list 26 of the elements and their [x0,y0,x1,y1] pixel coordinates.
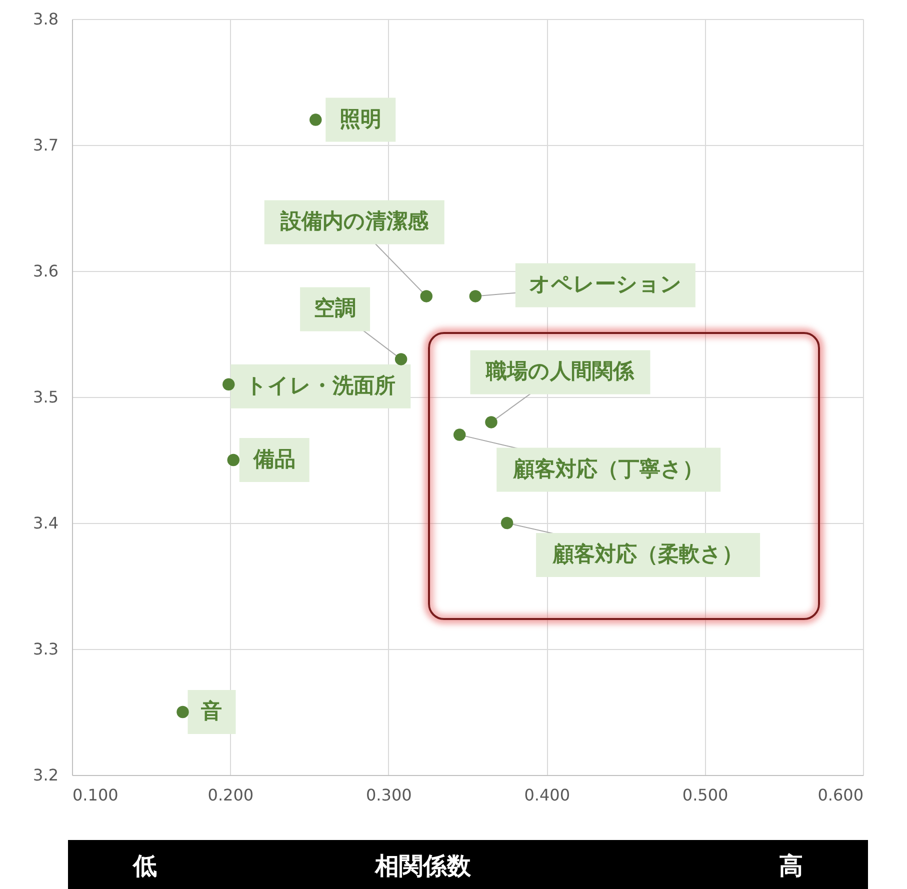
text: 低 [133,851,157,882]
text: 高 [779,851,803,882]
annotation: トイレ・洗面所 [246,373,396,398]
annotation: オペレーション [528,272,682,296]
annotation: 顧客対応（柔軟さ） [552,542,744,566]
y-tick-label: 3.6 [33,262,58,280]
annotation: 職場の人間関係 [485,359,636,384]
x-tick-label: 0.600 [818,786,864,804]
x-tick-label: 0.100 [72,786,118,804]
annotation: 空調 [314,296,356,320]
x-tick-label: 0.500 [682,786,728,804]
annotation: 顧客対応（丁寧さ） [512,456,704,481]
annotation: 設備内の清潔感 [279,209,430,234]
annotation: 備品 [252,447,296,471]
y-tick-label: 3.7 [33,136,58,154]
y-tick-label: 3.8 [33,10,58,28]
x-axis-title: 相関係数 [375,852,471,880]
y-tick-label: 3.5 [33,388,58,406]
y-tick-label: 3.4 [33,514,58,532]
y-tick-label: 3.2 [33,766,58,784]
annotation: 音 [200,699,222,723]
annotation: 照明 [340,106,382,131]
x-tick-label: 0.300 [366,786,412,804]
x-tick-label: 0.200 [208,786,254,804]
x-tick-label: 0.400 [524,786,570,804]
y-tick-label: 3.3 [33,640,58,658]
